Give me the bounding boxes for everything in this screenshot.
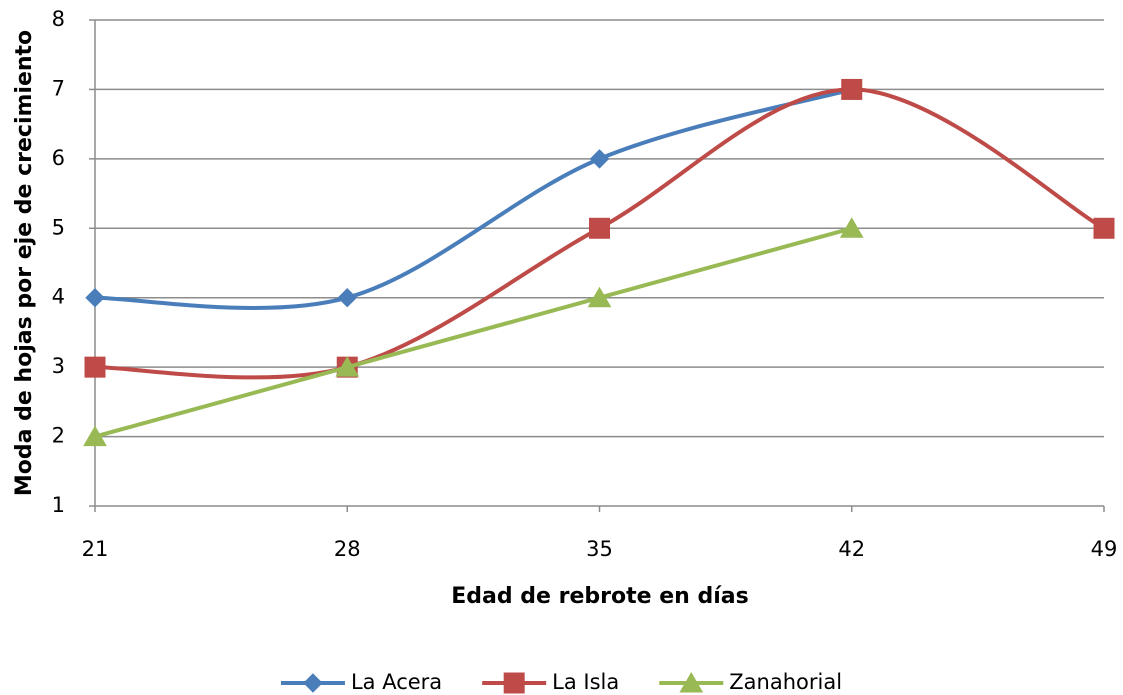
- legend-label: La Acera: [351, 670, 442, 694]
- data-point: [841, 78, 863, 100]
- y-tick-label: 8: [52, 7, 65, 31]
- x-tick-label: 28: [334, 537, 361, 561]
- legend-marker: [303, 673, 323, 693]
- y-tick-label: 5: [52, 215, 65, 239]
- x-tick-label: 49: [1091, 537, 1118, 561]
- y-tick-label: 1: [52, 493, 65, 517]
- legend: La Acera La Isla Zanahorial: [280, 670, 842, 694]
- data-point: [839, 217, 864, 238]
- x-axis-title: Edad de rebrote en días: [451, 584, 748, 609]
- legend-label: Zanahorial: [729, 670, 842, 694]
- data-point: [335, 356, 360, 377]
- legend-marker: [503, 672, 525, 694]
- x-tick-label: 21: [82, 537, 109, 561]
- y-tick-label: 3: [52, 354, 65, 378]
- y-tick-label: 2: [52, 424, 65, 448]
- legend-label: La Isla: [552, 670, 619, 694]
- x-tick-label: 35: [586, 537, 613, 561]
- legend-marker: [679, 672, 704, 693]
- y-tick-label: 7: [52, 76, 65, 100]
- series-line: [94, 226, 853, 439]
- series-line: [94, 87, 853, 310]
- data-point: [337, 288, 357, 308]
- data-point: [85, 288, 105, 308]
- data-point: [83, 425, 107, 447]
- x-tick-label: 42: [838, 537, 865, 561]
- data-point: [587, 286, 612, 308]
- data-point: [589, 217, 610, 239]
- y-axis-title: Moda de hojas por eje de crecimiento: [12, 30, 37, 496]
- y-tick-label: 6: [52, 146, 65, 170]
- y-tick-label: 4: [52, 285, 65, 309]
- data-point: [1093, 217, 1115, 239]
- data-point: [589, 149, 610, 169]
- data-point: [84, 356, 106, 378]
